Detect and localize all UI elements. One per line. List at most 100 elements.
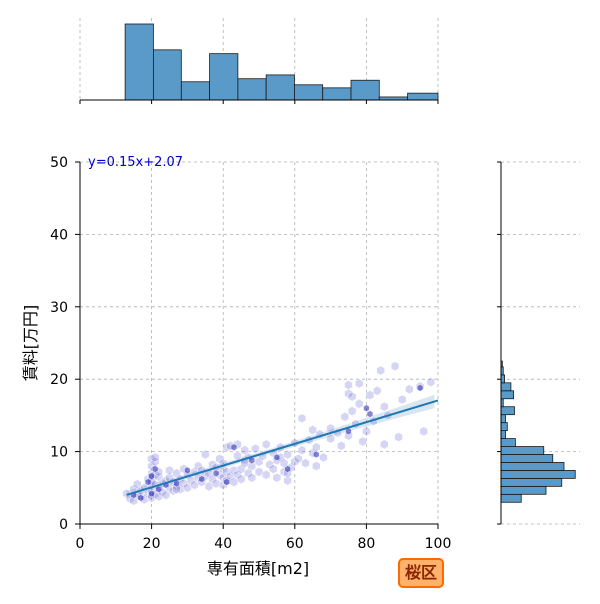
scatter-point — [380, 401, 389, 412]
scatter-point — [372, 385, 382, 396]
y-hist-bar — [500, 493, 522, 503]
scatter-point — [290, 456, 300, 467]
scatter-point — [172, 484, 181, 495]
scatter-point — [344, 380, 353, 390]
y-tick-label: 20 — [50, 372, 68, 388]
x-hist-bar — [407, 92, 439, 101]
regression-line — [126, 399, 439, 496]
y-hist-bar — [500, 485, 547, 495]
scatter-point — [265, 459, 274, 470]
x-hist-bar — [237, 78, 267, 101]
scatter-point — [347, 406, 357, 416]
scatter-points — [122, 361, 436, 506]
scatter-point — [347, 391, 357, 402]
x-tick-label: 80 — [357, 536, 375, 552]
scatter-point — [261, 469, 271, 480]
scatter-point — [137, 494, 145, 502]
scatter-point — [363, 404, 370, 412]
x-hist-bar — [350, 79, 380, 101]
scatter-point — [283, 475, 292, 486]
scatter-point — [229, 465, 239, 476]
scatter-point — [355, 378, 364, 389]
y-hist-bar — [500, 374, 505, 384]
y-hist-bar — [500, 477, 563, 487]
scatter-point — [173, 479, 180, 488]
scatter-point — [212, 469, 220, 477]
scatter-point — [208, 474, 217, 484]
scatter-point — [150, 452, 160, 463]
scatter-point — [233, 451, 242, 461]
scatter-point — [186, 475, 196, 486]
scatter-point — [365, 390, 375, 400]
scatter-point — [230, 443, 238, 451]
scatter-point — [254, 467, 264, 477]
scatter-point — [151, 465, 159, 473]
scatter-point — [155, 485, 162, 493]
x-axis-title: 専有面積[m2] — [207, 559, 309, 578]
scatter-point — [161, 490, 171, 500]
y-hist-bar — [500, 470, 576, 479]
scatter-point — [154, 491, 163, 502]
scatter-point — [148, 472, 155, 480]
scatter-point — [366, 410, 374, 418]
y-tick-label: 0 — [59, 517, 68, 533]
scatter-point — [193, 461, 203, 471]
y-hist-bar — [500, 446, 545, 455]
scatter-point — [355, 398, 364, 409]
scatter-point — [312, 461, 321, 471]
x-hist-bar — [265, 74, 295, 101]
scatter-point — [190, 480, 199, 490]
scatter-point — [297, 445, 307, 456]
scatter-point — [376, 365, 385, 376]
x-tick-label: 100 — [425, 536, 452, 552]
scatter-point — [223, 478, 230, 486]
scatter-point — [313, 450, 320, 459]
scatter-point — [198, 475, 205, 483]
scatter-point — [297, 413, 307, 424]
x-tick-label: 40 — [214, 536, 232, 552]
regression-line-path — [126, 399, 439, 496]
scatter-point — [419, 426, 428, 437]
scatter-point — [294, 453, 303, 464]
ward-badge: 桜区 — [398, 558, 445, 588]
scatter-point — [319, 452, 328, 463]
y-marginal-histogram — [497, 161, 580, 525]
scatter-point — [122, 488, 131, 499]
scatter-point — [279, 458, 289, 469]
y-tick-label: 30 — [50, 300, 68, 316]
scatter-point — [417, 384, 424, 392]
scatter-point — [184, 466, 191, 475]
scatter-point — [405, 384, 414, 395]
y-hist-bar — [500, 430, 506, 439]
main-axes: 0 20 40 60 80 100 0 10 20 30 40 50 — [50, 155, 451, 552]
scatter-point — [345, 427, 352, 435]
regression-equation: y=0.15x+2.07 — [88, 155, 183, 170]
scatter-point — [247, 461, 257, 471]
scatter-point — [284, 465, 291, 473]
scatter-point — [269, 464, 278, 474]
scatter-point — [183, 482, 192, 493]
scatter-point — [344, 388, 353, 399]
scatter-point — [426, 377, 436, 387]
x-tick-label: 60 — [286, 536, 304, 552]
scatter-point — [165, 465, 174, 476]
scatter-point — [148, 489, 155, 498]
x-tick-label: 20 — [143, 536, 161, 552]
x-hist-bar — [152, 49, 182, 101]
x-tick-label: 0 — [76, 536, 85, 552]
scatter-point — [251, 443, 260, 454]
x-hist-bar — [294, 84, 324, 101]
scatter-point — [326, 433, 335, 444]
x-marginal-histogram — [79, 18, 439, 104]
scatter-point — [222, 467, 232, 477]
y-axis-title: 賃料[万円] — [21, 305, 40, 382]
y-hist-bar — [500, 454, 554, 463]
scatter-point — [337, 440, 346, 451]
scatter-point — [133, 479, 142, 490]
y-hist-bar — [500, 414, 506, 424]
scatter-point — [204, 481, 214, 492]
scatter-point — [362, 426, 371, 437]
scatter-point — [272, 472, 282, 483]
